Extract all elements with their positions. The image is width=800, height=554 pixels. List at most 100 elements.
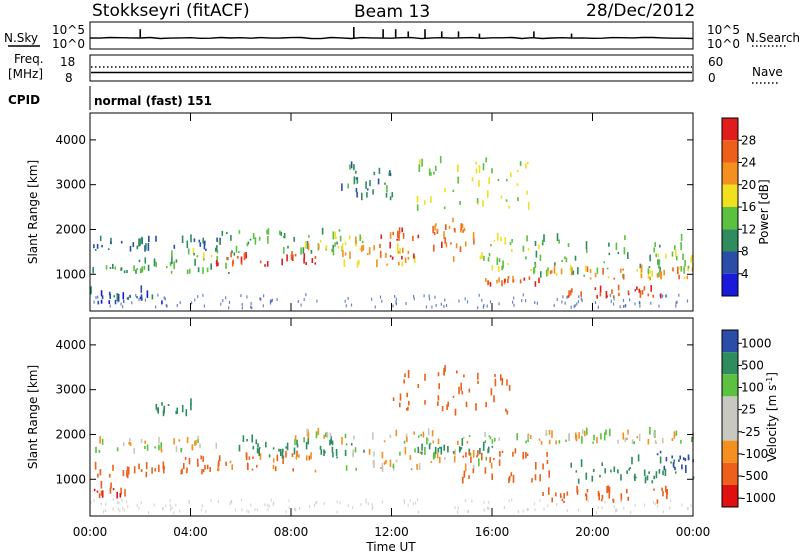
cell-2-3-6 bbox=[216, 250, 219, 254]
cell-2-0-11 bbox=[110, 237, 112, 244]
cell-3-6-14 bbox=[691, 436, 693, 443]
cell-3-13-44 bbox=[505, 408, 507, 412]
cell-2-2-19 bbox=[140, 294, 143, 301]
cell-3-13-12 bbox=[493, 395, 495, 403]
noise-right-tick-bottom: 10^0 bbox=[707, 37, 740, 51]
cell-2-8-1 bbox=[389, 232, 392, 239]
cbar-swatch-power-cbar-5 bbox=[722, 229, 738, 252]
cell-3-13-38 bbox=[437, 395, 440, 398]
cell-2-2-4 bbox=[139, 296, 142, 299]
cell-2-14-8 bbox=[617, 284, 620, 291]
cbar-label-power-cbar-6: 4 bbox=[741, 267, 749, 281]
cell-2-9-13 bbox=[436, 229, 439, 232]
cell-3-4-19 bbox=[282, 459, 284, 464]
ground-cell-2-84 bbox=[316, 299, 318, 303]
cbar-label-vel-cbar-6: -500 bbox=[741, 469, 768, 483]
cell-2-8-6 bbox=[379, 250, 382, 258]
cell-3-8-11 bbox=[482, 442, 485, 451]
ground-cell-3-53 bbox=[264, 503, 266, 507]
cell-2-10-27 bbox=[502, 260, 504, 269]
ground-cell-2-27 bbox=[405, 302, 407, 305]
cell-3-12-7 bbox=[682, 457, 685, 461]
cell-2-5-27 bbox=[332, 248, 335, 256]
cbar-swatch-power-cbar-1 bbox=[722, 140, 738, 163]
cell-2-1-19 bbox=[143, 265, 146, 270]
cell-3-6-68 bbox=[582, 429, 584, 435]
cell-2-0-22 bbox=[205, 248, 207, 251]
cell-3-6-23 bbox=[538, 438, 541, 441]
noise-panel-frame bbox=[89, 21, 694, 50]
cell-2-3-9 bbox=[216, 255, 218, 262]
cell-3-7-13 bbox=[416, 463, 418, 470]
cell-2-13-19 bbox=[677, 266, 679, 275]
freq-left-tick-top: 18 bbox=[60, 55, 75, 69]
cell-3-9-27 bbox=[534, 474, 537, 481]
ground-cell-3-128 bbox=[188, 501, 190, 504]
cell-2-13-11 bbox=[660, 270, 662, 279]
cell-3-13-41 bbox=[494, 378, 497, 387]
ground-cell-3-134 bbox=[417, 510, 420, 514]
ground-cell-3-133 bbox=[517, 510, 519, 514]
cell-3-13-2 bbox=[437, 401, 439, 406]
cell-3-7-41 bbox=[355, 467, 357, 471]
ground-cell-3-9 bbox=[534, 508, 536, 512]
power-panel-frame bbox=[89, 112, 694, 312]
ground-cell-2-0 bbox=[220, 302, 222, 306]
cell-3-10-8 bbox=[563, 500, 565, 504]
cell-2-7-13 bbox=[385, 252, 387, 258]
cell-3-0-26 bbox=[186, 437, 189, 444]
ground-cell-3-38 bbox=[503, 506, 505, 509]
cell-2-12-39 bbox=[657, 259, 659, 265]
cell-2-9-10 bbox=[454, 228, 456, 233]
cell-2-14-18 bbox=[652, 294, 654, 298]
xtick-label-5: 20:00 bbox=[575, 525, 610, 539]
cell-3-6-80 bbox=[617, 439, 619, 444]
ground-cell-3-19 bbox=[403, 501, 405, 505]
cell-3-6-7 bbox=[457, 440, 459, 445]
cell-2-15-39 bbox=[497, 179, 500, 182]
cell-2-12-26 bbox=[558, 239, 560, 244]
cell-2-12-0 bbox=[554, 262, 556, 266]
cbar-label-power-cbar-1: 24 bbox=[741, 156, 756, 170]
ground-cell-2-1 bbox=[269, 301, 272, 305]
xtick-label-6: 00:00 bbox=[676, 525, 711, 539]
cell-3-13-45 bbox=[461, 390, 464, 395]
ytick-label-3-1: 2000 bbox=[55, 427, 86, 441]
cell-2-13-17 bbox=[640, 273, 643, 279]
cell-2-6-5 bbox=[344, 242, 347, 245]
cell-2-4-16 bbox=[266, 261, 269, 267]
cbar-label-power-cbar-5: 8 bbox=[741, 245, 749, 259]
ground-cell-2-65 bbox=[423, 294, 425, 298]
ground-cell-2-127 bbox=[536, 301, 538, 305]
power-colorbar: 28 24 20 16 12 8 4 bbox=[721, 117, 756, 297]
ground-cell-3-84 bbox=[295, 508, 297, 512]
cell-2-3-8 bbox=[194, 258, 196, 266]
ground-cell-3-55 bbox=[126, 500, 128, 504]
cell-2-3-16 bbox=[170, 270, 173, 274]
cell-3-11-12 bbox=[580, 459, 583, 467]
ground-cell-2-75 bbox=[623, 305, 625, 308]
cell-2-5-15 bbox=[332, 231, 335, 240]
cell-3-4-10 bbox=[245, 453, 248, 460]
cell-2-4-12 bbox=[240, 262, 243, 265]
cell-2-16-22 bbox=[372, 189, 374, 195]
cell-3-0-20 bbox=[144, 445, 146, 449]
cell-2-12-6 bbox=[547, 267, 549, 274]
cell-2-8-25 bbox=[441, 241, 443, 248]
cell-2-0-8 bbox=[147, 242, 150, 251]
ground-cell-3-125 bbox=[467, 509, 469, 513]
cell-2-7-9 bbox=[399, 247, 401, 255]
ground-cell-2-106 bbox=[305, 293, 307, 297]
ground-cell-3-104 bbox=[656, 504, 659, 508]
cell-3-4-12 bbox=[218, 460, 220, 466]
cell-3-13-19 bbox=[454, 408, 457, 416]
cell-2-14-20 bbox=[568, 290, 570, 297]
cell-3-7-29 bbox=[478, 458, 480, 467]
cell-2-12-41 bbox=[608, 252, 611, 256]
ground-cell-2-23 bbox=[394, 295, 396, 298]
ytick-label-2-2: 3000 bbox=[55, 178, 86, 192]
cell-2-15-19 bbox=[419, 159, 421, 164]
cell-3-6-71 bbox=[680, 440, 682, 444]
ground-cell-2-53 bbox=[612, 302, 615, 306]
cell-2-0-14 bbox=[198, 239, 201, 243]
